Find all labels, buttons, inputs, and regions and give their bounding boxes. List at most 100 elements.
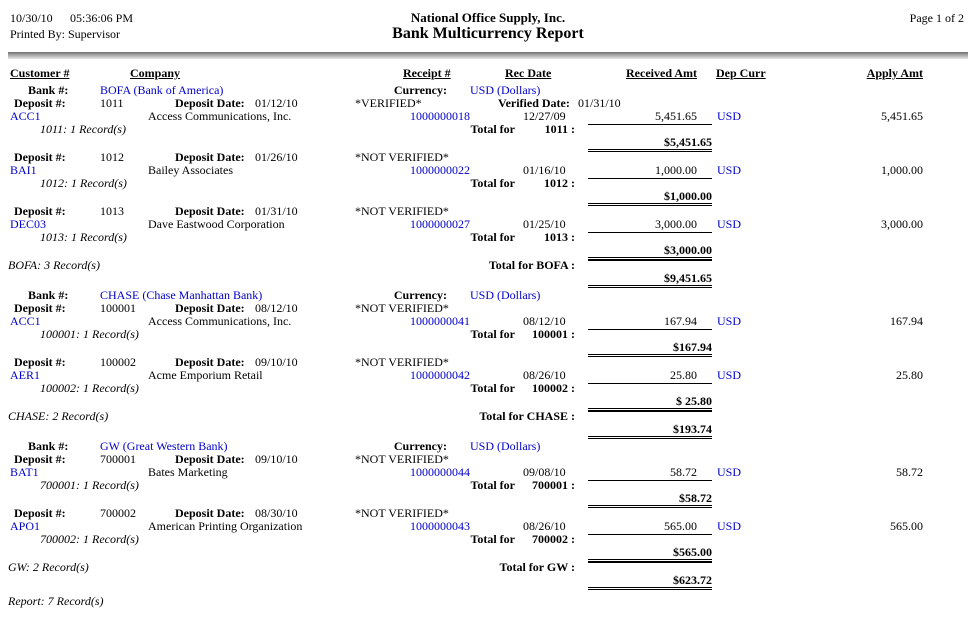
- deposit-date-label: Deposit Date:: [175, 506, 245, 520]
- deposit-number-label: Deposit #:: [14, 355, 66, 369]
- deposit-date: 01/31/10: [255, 204, 298, 218]
- apply-amount-cell: 1,000.00: [881, 163, 923, 177]
- received-amount-cell: 5,451.65: [655, 109, 697, 123]
- deposit-number: 1013: [100, 204, 124, 218]
- total-rule: [588, 124, 712, 125]
- deposit-date-label: Deposit Date:: [175, 355, 245, 369]
- apply-amount-cell: 5,451.65: [881, 109, 923, 123]
- company-name-cell: Acme Emporium Retail: [148, 368, 263, 382]
- col-apply-amt: Apply Amt: [866, 66, 923, 80]
- receipt-detail-row: BAI1 Bailey Associates 1000000022 01/16/…: [0, 164, 976, 177]
- bank-total-label-row: CHASE: 2 Record(s) Total for CHASE :: [0, 410, 976, 423]
- deposit-record-count: 100001: 1 Record(s): [40, 327, 139, 341]
- company-name: National Office Supply, Inc.: [410, 10, 566, 25]
- receipt-link[interactable]: 1000000043: [410, 519, 470, 533]
- deposit-date: 01/12/10: [255, 96, 298, 110]
- deposit-total-amount: $3,000.00: [588, 244, 712, 260]
- total-for-label: Total for: [470, 176, 515, 190]
- receipt-link[interactable]: 1000000022: [410, 163, 470, 177]
- report-title: Bank Multicurrency Report: [392, 25, 584, 42]
- deposit-number-label: Deposit #:: [14, 452, 66, 466]
- bank-number-label: Bank #:: [28, 288, 69, 302]
- bank-number-label: Bank #:: [28, 83, 69, 97]
- deposit-total-label-row: 1011: 1 Record(s) Total for 1011 :: [0, 123, 976, 136]
- receipt-date-cell: 01/25/10: [523, 217, 566, 231]
- deposit-number-label: Deposit #:: [14, 301, 66, 315]
- total-rule: [588, 411, 712, 412]
- receipt-detail-row: DEC03 Dave Eastwood Corporation 10000000…: [0, 218, 976, 231]
- total-key: 700001 :: [532, 478, 575, 492]
- deposit-total-label-row: 1012: 1 Record(s) Total for 1012 :: [0, 177, 976, 190]
- customer-link[interactable]: BAI1: [10, 163, 37, 177]
- total-rule: [588, 178, 712, 179]
- total-key: 100001 :: [532, 327, 575, 341]
- bank-total-amount: $193.74: [588, 423, 712, 439]
- customer-link[interactable]: APO1: [10, 519, 41, 533]
- dep-curr-link[interactable]: USD: [717, 109, 742, 123]
- total-for-label: Total for: [470, 122, 515, 136]
- currency-link[interactable]: USD (Dollars): [470, 439, 541, 453]
- customer-link[interactable]: ACC1: [10, 109, 41, 123]
- receipt-link[interactable]: 1000000042: [410, 368, 470, 382]
- deposit-number: 100002: [100, 355, 136, 369]
- currency-label: Currency:: [393, 288, 447, 302]
- deposit-date-label: Deposit Date:: [175, 452, 245, 466]
- col-received-amt: Received Amt: [626, 66, 697, 80]
- verification-status: *NOT VERIFIED*: [355, 355, 449, 369]
- customer-link[interactable]: AER1: [10, 368, 40, 382]
- column-header-row: Customer # Company Receipt # Rec Date Re…: [0, 67, 976, 82]
- verified-date-label: Verified Date:: [498, 96, 570, 110]
- total-rule: [588, 534, 712, 535]
- dep-curr-link[interactable]: USD: [717, 314, 742, 328]
- bank-record-count: GW: 2 Record(s): [8, 560, 89, 574]
- bank-total-row: $9,451.65: [0, 272, 976, 288]
- customer-link[interactable]: ACC1: [10, 314, 41, 328]
- apply-amount-cell: 167.94: [890, 314, 923, 328]
- currency-link[interactable]: USD (Dollars): [470, 83, 541, 97]
- bank-header-row: Bank #: BOFA (Bank of America) Currency:…: [0, 84, 976, 97]
- bank-record-count: BOFA: 3 Record(s): [8, 258, 100, 272]
- company-name-cell: Bates Marketing: [148, 465, 228, 479]
- deposit-record-count: 1013: 1 Record(s): [40, 230, 127, 244]
- bank-total-amount: $623.72: [588, 574, 712, 590]
- total-for-label: Total for: [470, 478, 515, 492]
- deposit-date: 01/26/10: [255, 150, 298, 164]
- verification-status: *NOT VERIFIED*: [355, 204, 449, 218]
- receipt-link[interactable]: 1000000018: [410, 109, 470, 123]
- customer-link[interactable]: BAT1: [10, 465, 39, 479]
- dep-curr-link[interactable]: USD: [717, 465, 742, 479]
- customer-link[interactable]: DEC03: [10, 217, 46, 231]
- bank-link[interactable]: GW (Great Western Bank): [100, 439, 228, 453]
- deposit-header-row: Deposit #: 1013 Deposit Date: 01/31/10 *…: [0, 205, 976, 218]
- currency-link[interactable]: USD (Dollars): [470, 288, 541, 302]
- bank-link[interactable]: CHASE (Chase Manhattan Bank): [100, 288, 263, 302]
- deposit-total-row: $ 25.80: [0, 395, 976, 411]
- receipt-link[interactable]: 1000000041: [410, 314, 470, 328]
- deposit-date-label: Deposit Date:: [175, 96, 245, 110]
- deposit-number: 1011: [100, 96, 124, 110]
- total-rule: [588, 232, 712, 233]
- deposit-total-label-row: 100001: 1 Record(s) Total for 100001 :: [0, 328, 976, 341]
- total-rule: [588, 260, 712, 261]
- dep-curr-link[interactable]: USD: [717, 519, 742, 533]
- deposit-number: 1012: [100, 150, 124, 164]
- deposit-header-row: Deposit #: 700001 Deposit Date: 09/10/10…: [0, 453, 976, 466]
- dep-curr-link[interactable]: USD: [717, 368, 742, 382]
- total-key: 700002 :: [532, 532, 575, 546]
- total-rule: [588, 480, 712, 481]
- deposit-header-row: Deposit #: 100001 Deposit Date: 08/12/10…: [0, 302, 976, 315]
- total-rule: [588, 562, 712, 563]
- apply-amount-cell: 25.80: [896, 368, 923, 382]
- receipt-link[interactable]: 1000000044: [410, 465, 470, 479]
- deposit-total-row: $3,000.00: [0, 244, 976, 260]
- page-number: Page 1 of 2: [909, 11, 964, 25]
- dep-curr-link[interactable]: USD: [717, 217, 742, 231]
- dep-curr-link[interactable]: USD: [717, 163, 742, 177]
- bank-link[interactable]: BOFA (Bank of America): [100, 83, 224, 97]
- verification-status: *VERIFIED*: [355, 96, 422, 110]
- bank-total-row: $193.74: [0, 423, 976, 439]
- deposit-total-row: $58.72: [0, 492, 976, 508]
- receipt-link[interactable]: 1000000027: [410, 217, 470, 231]
- receipt-detail-row: AER1 Acme Emporium Retail 1000000042 08/…: [0, 369, 976, 382]
